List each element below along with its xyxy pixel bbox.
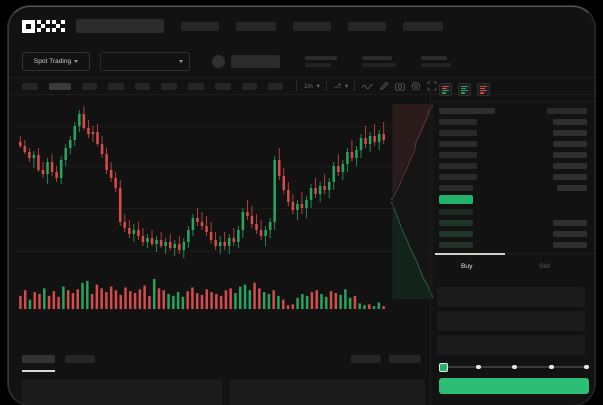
search-input[interactable] <box>76 19 164 33</box>
orderbook-bids-icon[interactable] <box>458 83 471 96</box>
ask-row[interactable] <box>431 171 595 182</box>
market-subheader: Spot Trading <box>8 46 595 76</box>
timeframe-9[interactable] <box>242 82 257 90</box>
pair-selector[interactable] <box>100 51 190 71</box>
slider-stop-75[interactable] <box>549 364 554 370</box>
ask-row[interactable] <box>431 116 595 127</box>
toolbar-divider <box>296 81 297 91</box>
timeframe-3[interactable] <box>82 82 97 90</box>
interval-label[interactable]: 1m <box>304 82 313 90</box>
logo-glyph-k <box>37 19 50 33</box>
ask-row[interactable] <box>431 182 595 193</box>
timeframe-7[interactable] <box>188 82 204 90</box>
order-book-header-row <box>431 105 595 116</box>
ask-row[interactable] <box>431 160 595 171</box>
trading-mode-label: Spot Trading <box>33 57 72 65</box>
market-stat-1 <box>305 55 337 67</box>
orderbook-asks-icon[interactable] <box>477 83 490 96</box>
orderbook-both-icon[interactable] <box>439 83 452 96</box>
timeframe-1[interactable] <box>22 82 38 90</box>
bid-row[interactable] <box>431 217 595 228</box>
bid-row[interactable] <box>431 239 595 250</box>
settings-gear-icon[interactable] <box>411 81 421 91</box>
gridline <box>16 166 424 167</box>
token-avatar <box>212 54 225 68</box>
timeframe-5[interactable] <box>135 82 150 90</box>
orders-panel-right <box>230 379 425 405</box>
ask-row[interactable] <box>431 149 595 160</box>
logo-glyph-o <box>22 19 35 33</box>
price-chart[interactable] <box>8 96 428 351</box>
market-stat-2 <box>362 55 396 67</box>
spread-highlight <box>439 195 473 204</box>
chevron-down-icon-2[interactable]: ▾ <box>345 83 349 90</box>
header-nav <box>164 21 443 31</box>
orders-panel-left <box>22 379 222 405</box>
orders-panel <box>8 351 428 405</box>
submit-order-button[interactable] <box>439 378 589 394</box>
order-field-3[interactable] <box>437 335 585 355</box>
order-book-layout-toggles <box>431 77 595 101</box>
active-side-indicator <box>435 253 505 255</box>
gridline <box>16 208 424 209</box>
camera-snapshot-icon[interactable] <box>395 82 405 91</box>
bottom-tab-2[interactable] <box>65 355 95 363</box>
spread-indicator <box>431 193 595 206</box>
device-bezel: Spot Trading <box>8 6 595 405</box>
slider-handle[interactable] <box>439 363 448 372</box>
order-book-rows[interactable] <box>431 101 595 250</box>
bottom-action-2[interactable] <box>389 355 421 363</box>
slider-stop-100[interactable] <box>584 364 589 370</box>
order-book-panel: Buy Sell <box>430 77 595 405</box>
gridline <box>16 126 424 127</box>
chart-type-label[interactable]: ⎇ <box>333 83 342 90</box>
ask-row[interactable] <box>431 138 595 149</box>
nav-item-1[interactable] <box>181 21 219 31</box>
volume-series <box>19 279 385 309</box>
chevron-down-icon <box>179 59 183 63</box>
amount-percent-slider[interactable] <box>439 361 589 373</box>
slider-stop-25[interactable] <box>476 364 481 370</box>
order-field-2[interactable] <box>437 311 585 331</box>
nav-item-5[interactable] <box>403 21 443 31</box>
app-header <box>8 11 595 41</box>
okx-trading-app: Spot Trading <box>8 6 595 405</box>
chevron-down-icon[interactable]: ▾ <box>316 83 320 90</box>
logo-glyph-x <box>52 19 65 33</box>
toolbar-divider-2 <box>325 81 327 91</box>
candlestick-series <box>18 106 386 258</box>
bid-row[interactable] <box>431 228 595 239</box>
bid-row[interactable] <box>431 206 595 217</box>
timeframe-2[interactable] <box>49 82 71 90</box>
order-field-1[interactable] <box>437 287 585 307</box>
pair-name <box>231 54 280 68</box>
timeframe-8[interactable] <box>215 82 231 90</box>
tab-buy[interactable]: Buy <box>461 263 473 270</box>
timeframe-4[interactable] <box>108 82 124 90</box>
timeframe-10[interactable] <box>268 82 283 90</box>
indicator-icon[interactable] <box>362 82 374 91</box>
bottom-action-1[interactable] <box>351 355 381 363</box>
fullscreen-icon[interactable] <box>427 81 437 91</box>
chart-toolbar: 1m ▾ ⎇ ▾ <box>8 77 595 95</box>
chevron-down-icon <box>74 59 79 63</box>
pencil-draw-icon[interactable] <box>379 81 389 91</box>
ask-row[interactable] <box>431 127 595 138</box>
trading-mode-selector[interactable]: Spot Trading <box>22 51 90 71</box>
slider-stop-50[interactable] <box>512 364 517 370</box>
nav-item-2[interactable] <box>236 21 276 31</box>
okx-logo[interactable] <box>22 19 65 33</box>
trade-form-tabs: Buy Sell <box>431 253 595 283</box>
timeframe-6[interactable] <box>161 82 177 90</box>
tab-sell[interactable]: Sell <box>539 263 550 270</box>
bottom-tab-1[interactable] <box>22 355 55 363</box>
nav-item-4[interactable] <box>348 21 386 31</box>
nav-item-3[interactable] <box>293 21 331 31</box>
toolbar-divider-3 <box>354 81 356 91</box>
active-tab-indicator <box>22 370 55 372</box>
market-stat-3 <box>421 55 451 67</box>
